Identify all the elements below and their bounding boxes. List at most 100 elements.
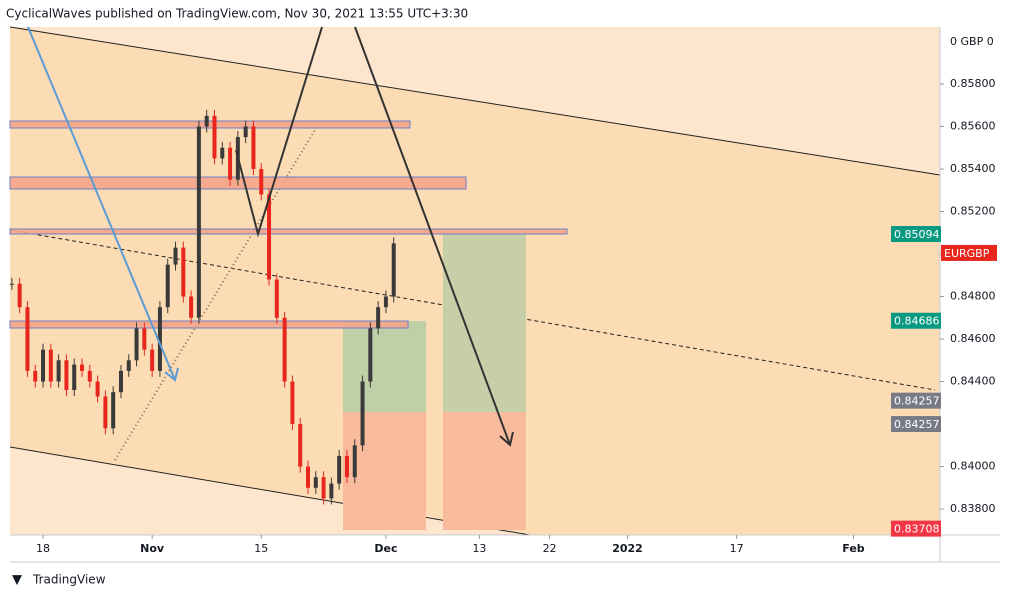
target-zone: [443, 234, 526, 412]
candle: [329, 483, 334, 499]
candle: [111, 392, 116, 429]
x-tick-label: 18: [36, 542, 50, 555]
candle: [189, 296, 194, 318]
price-label: 0.84686: [894, 315, 940, 328]
candle: [220, 147, 225, 159]
candle: [64, 360, 69, 391]
zone: [9, 120, 411, 129]
price-label: 0.84257: [894, 418, 940, 431]
candle: [80, 364, 85, 371]
price-label: 0.83708: [894, 523, 940, 536]
candle: [228, 147, 233, 180]
candle: [103, 396, 108, 429]
candle: [165, 264, 170, 308]
y-tick-label: 0.85400: [950, 162, 996, 175]
candle: [41, 349, 46, 382]
y-tick-label: 0.84000: [950, 460, 996, 473]
x-tick-label: 2022: [612, 542, 643, 555]
y-tick-label: 0.84400: [950, 375, 996, 388]
candles: [9, 109, 396, 505]
candle: [259, 168, 264, 195]
candle: [368, 328, 373, 382]
candle: [204, 115, 209, 127]
stop-zone: [343, 412, 426, 530]
candle: [157, 307, 162, 371]
price-label-box: [891, 392, 941, 409]
candle: [282, 317, 287, 382]
candle: [290, 381, 295, 425]
candle: [251, 126, 256, 169]
x-tick-label: 22: [543, 542, 557, 555]
candle: [56, 360, 61, 382]
candle: [267, 194, 272, 280]
brand: TradingView: [32, 573, 106, 587]
candle: [181, 247, 186, 297]
y-tick-label: 0.85200: [950, 204, 996, 217]
candle: [25, 307, 30, 371]
candle: [383, 296, 388, 308]
y-tick-label: 0.84600: [950, 332, 996, 345]
candle: [360, 381, 365, 446]
dotted-line: [114, 129, 316, 461]
svg-text:▼: ▼: [12, 573, 22, 588]
stop-zone: [443, 412, 526, 530]
candle: [305, 466, 310, 488]
candle: [118, 370, 123, 393]
projection-arrow: [354, 26, 511, 446]
candle: [72, 364, 77, 391]
x-tick-label: Nov: [140, 542, 165, 555]
candle: [87, 370, 92, 382]
y-tick-label: 0.85600: [950, 119, 996, 132]
candle: [352, 445, 357, 478]
candle: [142, 328, 147, 350]
zigzag: [235, 26, 323, 238]
zone: [9, 320, 409, 329]
y-tick-label: 0.85800: [950, 77, 996, 90]
price-label-box: [891, 520, 941, 537]
candle: [313, 477, 318, 488]
price-label: 0.85094: [894, 228, 940, 241]
candle: [17, 283, 22, 308]
arrow-head: [164, 367, 179, 382]
price-label-box: [891, 226, 941, 243]
zone: [9, 228, 568, 235]
candle: [9, 283, 14, 285]
x-tick-label: Feb: [842, 542, 865, 555]
price-label: 0.84257: [894, 395, 940, 408]
candle: [196, 126, 201, 318]
candle: [48, 349, 53, 382]
candle: [150, 349, 155, 371]
candle: [134, 328, 139, 361]
candle: [274, 279, 279, 318]
candle: [298, 424, 303, 467]
candle: [321, 477, 326, 499]
candle: [126, 360, 131, 371]
candle: [337, 455, 342, 484]
price-label-box: [891, 416, 941, 433]
blue-arrow: [27, 26, 176, 381]
x-tick-label: 15: [254, 542, 268, 555]
axes: 0.83800 0.84000 0.84400 0.84600 0.84800 0.850…: [36, 77, 997, 555]
currency-label: 0 GBP 0: [950, 35, 994, 48]
price-label-box: [941, 244, 997, 261]
drawings: [27, 26, 514, 447]
candle: [243, 126, 248, 138]
price-label-box: [891, 312, 941, 329]
target-zone: [343, 321, 426, 412]
x-tick-label: Dec: [374, 542, 397, 555]
x-tick-label: 13: [472, 542, 486, 555]
x-tick-label: 17: [730, 542, 744, 555]
candle: [173, 247, 178, 265]
price-label: EURGBP: [944, 247, 990, 260]
candle: [391, 243, 396, 297]
channel-top: [9, 26, 941, 176]
candle: [376, 307, 381, 329]
arrow-head: [499, 431, 514, 447]
y-tick-label: 0.84800: [950, 290, 996, 303]
candle: [95, 381, 100, 397]
price-axis: [940, 27, 1000, 562]
header-title: CyclicalWaves published on TradingView.c…: [6, 7, 468, 21]
y-tick-label: 0.83800: [950, 502, 996, 515]
candle: [33, 370, 38, 382]
